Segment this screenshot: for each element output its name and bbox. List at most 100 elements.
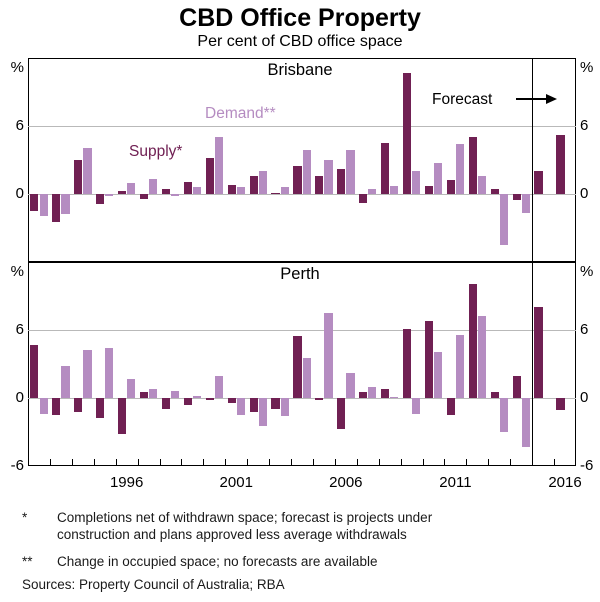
bar-brisbane-demand-2013 [499, 194, 508, 245]
bar-perth-supply-1998 [161, 398, 170, 410]
bar-brisbane-supply-2012 [468, 137, 477, 194]
x-axis-tick [159, 459, 161, 466]
bar-perth-supply-2013 [490, 392, 499, 398]
y-axis-label-left--6: -6 [10, 457, 24, 474]
footnote-2: ** Change in occupied space; no forecast… [22, 554, 377, 571]
x-axis-tick [291, 459, 293, 466]
bar-perth-demand-2012 [477, 316, 487, 398]
x-axis-tick [115, 459, 117, 466]
bar-brisbane-demand-2002 [258, 171, 267, 194]
forecast-arrow-icon [546, 94, 557, 104]
bar-perth-demand-2003 [280, 398, 289, 417]
bar-brisbane-supply-1992 [30, 194, 39, 211]
x-axis-label-2001: 2001 [219, 474, 253, 491]
panel-title-brisbane: Brisbane [267, 61, 333, 79]
bar-perth-demand-1994 [83, 350, 92, 398]
bar-brisbane-demand-2014 [521, 194, 530, 214]
bar-perth-demand-1993 [61, 366, 70, 398]
bar-perth-demand-1997 [149, 388, 158, 398]
x-axis-tick [137, 459, 139, 466]
gridline-perth-6 [28, 330, 576, 331]
bar-perth-supply-2015 [534, 307, 543, 398]
bar-perth-demand-2000 [214, 376, 224, 398]
forecast-divider-line [532, 58, 534, 466]
x-axis-label-1996: 1996 [109, 474, 144, 491]
chart-title: CBD Office Property [179, 4, 421, 32]
gridline-brisbane-6 [28, 126, 576, 127]
x-axis-tick [49, 459, 51, 466]
gridline-perth-0 [28, 398, 576, 399]
bar-brisbane-demand-2000 [214, 137, 224, 194]
bar-brisbane-demand-2009 [412, 171, 421, 194]
x-axis-tick [225, 459, 227, 466]
bar-brisbane-supply-2009 [402, 72, 412, 194]
x-axis-tick [93, 459, 95, 466]
y-axis-label-right-pct: % [580, 59, 594, 76]
footnote-1: * Completions net of withdrawn space; fo… [22, 510, 477, 543]
footnote-2-marker: ** [22, 554, 33, 569]
bar-brisbane-supply-1993 [52, 194, 61, 223]
bar-perth-demand-1995 [105, 348, 114, 398]
y-axis-label-left-6: 6 [15, 321, 24, 338]
gridline-brisbane-0 [28, 194, 576, 195]
bar-brisbane-demand-1998 [171, 194, 180, 197]
x-axis-tick [378, 459, 380, 466]
bar-perth-supply-2007 [359, 392, 368, 398]
bar-brisbane-supply-2016 [556, 135, 565, 194]
bar-perth-supply-1996 [117, 398, 127, 435]
bar-perth-demand-1992 [39, 398, 48, 414]
x-axis-tick [356, 459, 358, 466]
x-axis-tick [269, 459, 271, 466]
bar-brisbane-supply-2005 [315, 175, 324, 194]
bar-perth-demand-1998 [171, 391, 180, 398]
bar-perth-supply-2003 [271, 398, 280, 410]
bar-perth-supply-2002 [249, 398, 258, 412]
bar-perth-supply-1995 [96, 398, 105, 419]
footnote-2-text: Change in occupied space; no forecasts a… [57, 554, 378, 569]
y-axis-label-right-6: 6 [580, 117, 589, 134]
bar-brisbane-demand-1992 [39, 194, 48, 216]
bar-brisbane-supply-2000 [205, 157, 214, 194]
bar-brisbane-supply-2004 [293, 165, 302, 194]
bar-perth-supply-1999 [183, 398, 192, 405]
chart-subtitle: Per cent of CBD office space [197, 33, 403, 50]
bar-perth-demand-2006 [346, 373, 355, 398]
x-axis-tick [203, 459, 205, 466]
bar-brisbane-demand-2011 [455, 144, 465, 194]
bar-brisbane-supply-2007 [359, 194, 368, 204]
bar-brisbane-supply-1995 [96, 194, 105, 205]
bar-brisbane-supply-2014 [512, 194, 521, 200]
bar-brisbane-supply-2015 [534, 171, 543, 194]
y-axis-label-right-pct: % [580, 263, 594, 280]
x-axis-tick [422, 459, 424, 466]
x-axis-tick [554, 459, 556, 466]
x-axis-tick [247, 459, 249, 466]
bar-brisbane-supply-2006 [337, 169, 346, 194]
bar-brisbane-supply-2002 [249, 175, 258, 194]
bar-perth-supply-2000 [205, 398, 214, 401]
bar-brisbane-supply-2008 [381, 143, 390, 194]
bar-perth-demand-2008 [390, 396, 399, 398]
x-axis-tick [334, 459, 336, 466]
bar-perth-supply-2012 [468, 283, 477, 398]
bar-brisbane-demand-1994 [83, 147, 92, 194]
bar-brisbane-supply-2001 [227, 184, 236, 194]
bar-perth-supply-2014 [512, 376, 521, 398]
y-axis-label-right--6: -6 [580, 457, 594, 474]
bar-perth-demand-2013 [499, 398, 508, 432]
bar-perth-demand-2014 [521, 398, 530, 447]
forecast-arrow-line [516, 98, 547, 100]
bar-brisbane-supply-1999 [183, 181, 192, 194]
bar-perth-supply-2011 [446, 398, 455, 415]
bar-perth-supply-2010 [424, 320, 434, 398]
x-axis-label-2016: 2016 [548, 474, 582, 491]
bar-perth-supply-2004 [293, 335, 302, 398]
bar-perth-supply-2009 [402, 328, 412, 398]
panel-brisbane [28, 58, 576, 262]
bar-perth-supply-2006 [337, 398, 346, 429]
x-axis-tick [444, 459, 446, 466]
bar-perth-demand-2011 [455, 334, 465, 398]
x-axis-label-2011: 2011 [439, 474, 472, 491]
bar-brisbane-supply-1998 [161, 189, 170, 194]
